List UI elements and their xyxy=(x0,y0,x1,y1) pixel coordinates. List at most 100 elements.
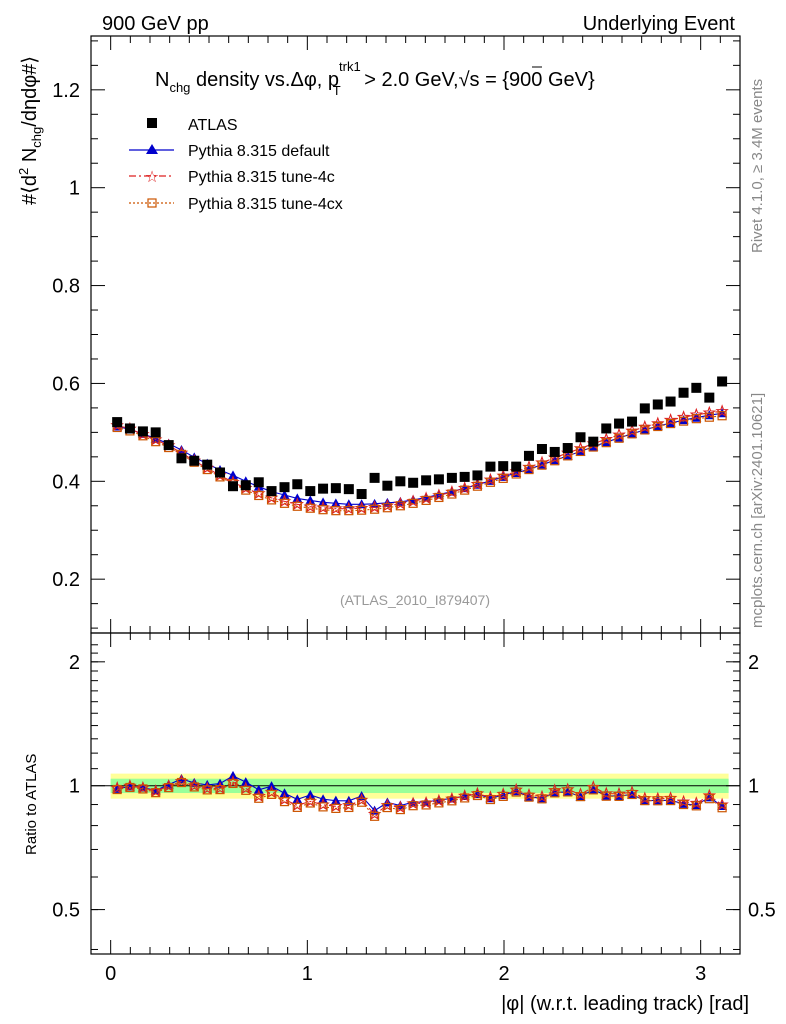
ratio-point-4cx xyxy=(408,801,418,811)
legend-label-atlas: ATLAS xyxy=(188,117,238,134)
axis-tick-labels: 0 1 2 3 0.2 0.4 0.6 0.8 1 1.2 0.5 0.5 1 1 2 2 xyxy=(52,80,776,985)
point-4cx xyxy=(691,414,701,424)
point-atlas xyxy=(523,450,534,461)
point-4cx xyxy=(665,418,676,429)
rivet-label: Rivet 4.1.0, ≥ 3.4M events xyxy=(749,79,766,253)
point-atlas xyxy=(549,446,560,457)
ratio-point-4cx xyxy=(228,778,238,789)
ratio-point-4cx xyxy=(241,785,251,795)
point-atlas xyxy=(305,486,316,497)
ylabel-b: N xyxy=(19,148,41,168)
title-sub: T xyxy=(333,83,341,98)
point-4c xyxy=(612,427,626,441)
point-4cx xyxy=(575,446,586,457)
point-4cx xyxy=(382,503,392,513)
title-chg: chg xyxy=(169,80,190,95)
point-atlas xyxy=(176,453,187,464)
point-4cx xyxy=(151,437,161,447)
ratio-point-4cx xyxy=(601,791,611,801)
main-y-tick-label: 1 xyxy=(69,178,80,200)
point-atlas xyxy=(227,481,238,492)
point-4cx xyxy=(279,498,290,508)
ratio-point-default xyxy=(253,784,264,794)
point-4c xyxy=(625,423,639,437)
point-atlas xyxy=(382,480,393,491)
ratio-point-4cx xyxy=(498,791,508,801)
point-atlas xyxy=(485,461,496,472)
ratio-point-4cx xyxy=(215,784,225,795)
point-4cx xyxy=(627,429,637,439)
ratio-point-4cx xyxy=(125,782,135,793)
legend-item-default: Pythia 8.315 default xyxy=(129,143,330,160)
point-4c xyxy=(573,441,588,455)
point-4cx xyxy=(344,506,354,516)
mcplots-label: mcplots.cern.ch [arXiv:2401.10621] xyxy=(749,393,766,628)
ratio-y-tick-label-right: 0.5 xyxy=(748,900,776,922)
point-4cx xyxy=(357,505,367,515)
ylabel-sup: 2 xyxy=(16,168,31,175)
ratio-point-4cx xyxy=(447,796,457,806)
point-4cx xyxy=(369,504,380,514)
x-tick-label: 3 xyxy=(695,963,706,985)
ratio-point-4cx xyxy=(485,794,496,805)
legend-item-4cx: Pythia 8.315 tune-4cx xyxy=(129,196,343,213)
ratio-point-4cx xyxy=(524,792,534,802)
point-4c xyxy=(599,432,614,445)
x-tick-label: 2 xyxy=(498,963,509,985)
title-energy: = {900 GeV} xyxy=(480,69,595,91)
point-atlas xyxy=(691,382,702,393)
ratio-point-4cx xyxy=(704,794,714,804)
point-4cx xyxy=(537,460,547,470)
legend-marker-4c: ☆ xyxy=(145,169,159,186)
ratio-point-4cx xyxy=(614,791,624,801)
ratio-point-4cx xyxy=(151,788,161,798)
point-atlas xyxy=(421,475,432,486)
ratio-point-4cx xyxy=(318,802,328,812)
point-atlas xyxy=(588,436,599,447)
legend: ATLAS Pythia 8.315 default ☆ Pythia 8.31… xyxy=(129,117,343,213)
ratio-point-4cx xyxy=(331,803,341,813)
series-line-4c xyxy=(117,410,723,510)
point-4cx xyxy=(472,481,483,491)
point-atlas xyxy=(639,403,650,414)
ratio-point-4cx xyxy=(292,802,302,812)
point-atlas xyxy=(704,392,715,403)
point-atlas xyxy=(446,472,457,483)
title-sup: trk1 xyxy=(339,59,361,74)
ratio-point-4cx xyxy=(472,790,483,801)
main-y-tick-label: 0.4 xyxy=(52,471,80,493)
ratio-point-4cx xyxy=(189,782,199,792)
ratio-y-tick-label-left: 1 xyxy=(69,776,80,798)
point-atlas xyxy=(356,489,367,500)
legend-item-atlas: ATLAS xyxy=(147,117,238,134)
point-4c xyxy=(651,416,665,430)
ratio-point-4cx xyxy=(395,804,405,815)
point-atlas xyxy=(498,461,509,472)
title-cut: > 2.0 GeV, xyxy=(359,69,459,91)
ratio-point-4cx xyxy=(254,793,264,803)
ratio-point-4cx xyxy=(112,784,122,795)
point-atlas xyxy=(112,417,123,428)
legend-label-default: Pythia 8.315 default xyxy=(188,143,330,160)
ratio-point-4cx xyxy=(537,794,547,804)
ylabel-a: #⟨d xyxy=(19,175,41,205)
point-default xyxy=(176,444,187,454)
ratio-point-4cx xyxy=(511,787,521,797)
title-mid: density vs.Δφ, p xyxy=(190,69,339,91)
point-atlas xyxy=(279,482,290,493)
main-y-axis-label: #⟨d2 Nchg/dηdφ#⟩ xyxy=(16,56,44,205)
point-atlas xyxy=(678,387,689,398)
point-atlas xyxy=(395,476,406,487)
point-atlas xyxy=(124,423,135,434)
title-s: s xyxy=(470,69,480,91)
ratio-point-4cx xyxy=(640,796,650,806)
point-default xyxy=(227,470,238,480)
point-4cx xyxy=(434,492,444,503)
point-4cx xyxy=(318,505,328,515)
header-right: Underlying Event xyxy=(583,13,736,35)
ratio-point-4cx xyxy=(627,789,637,800)
ratio-point-4cx xyxy=(665,795,676,806)
ratio-point-4cx xyxy=(266,789,277,799)
plot-title: Nchg density vs.Δφ, ptrk1 T > 2.0 GeV,√s … xyxy=(155,59,595,98)
point-atlas xyxy=(330,483,341,494)
